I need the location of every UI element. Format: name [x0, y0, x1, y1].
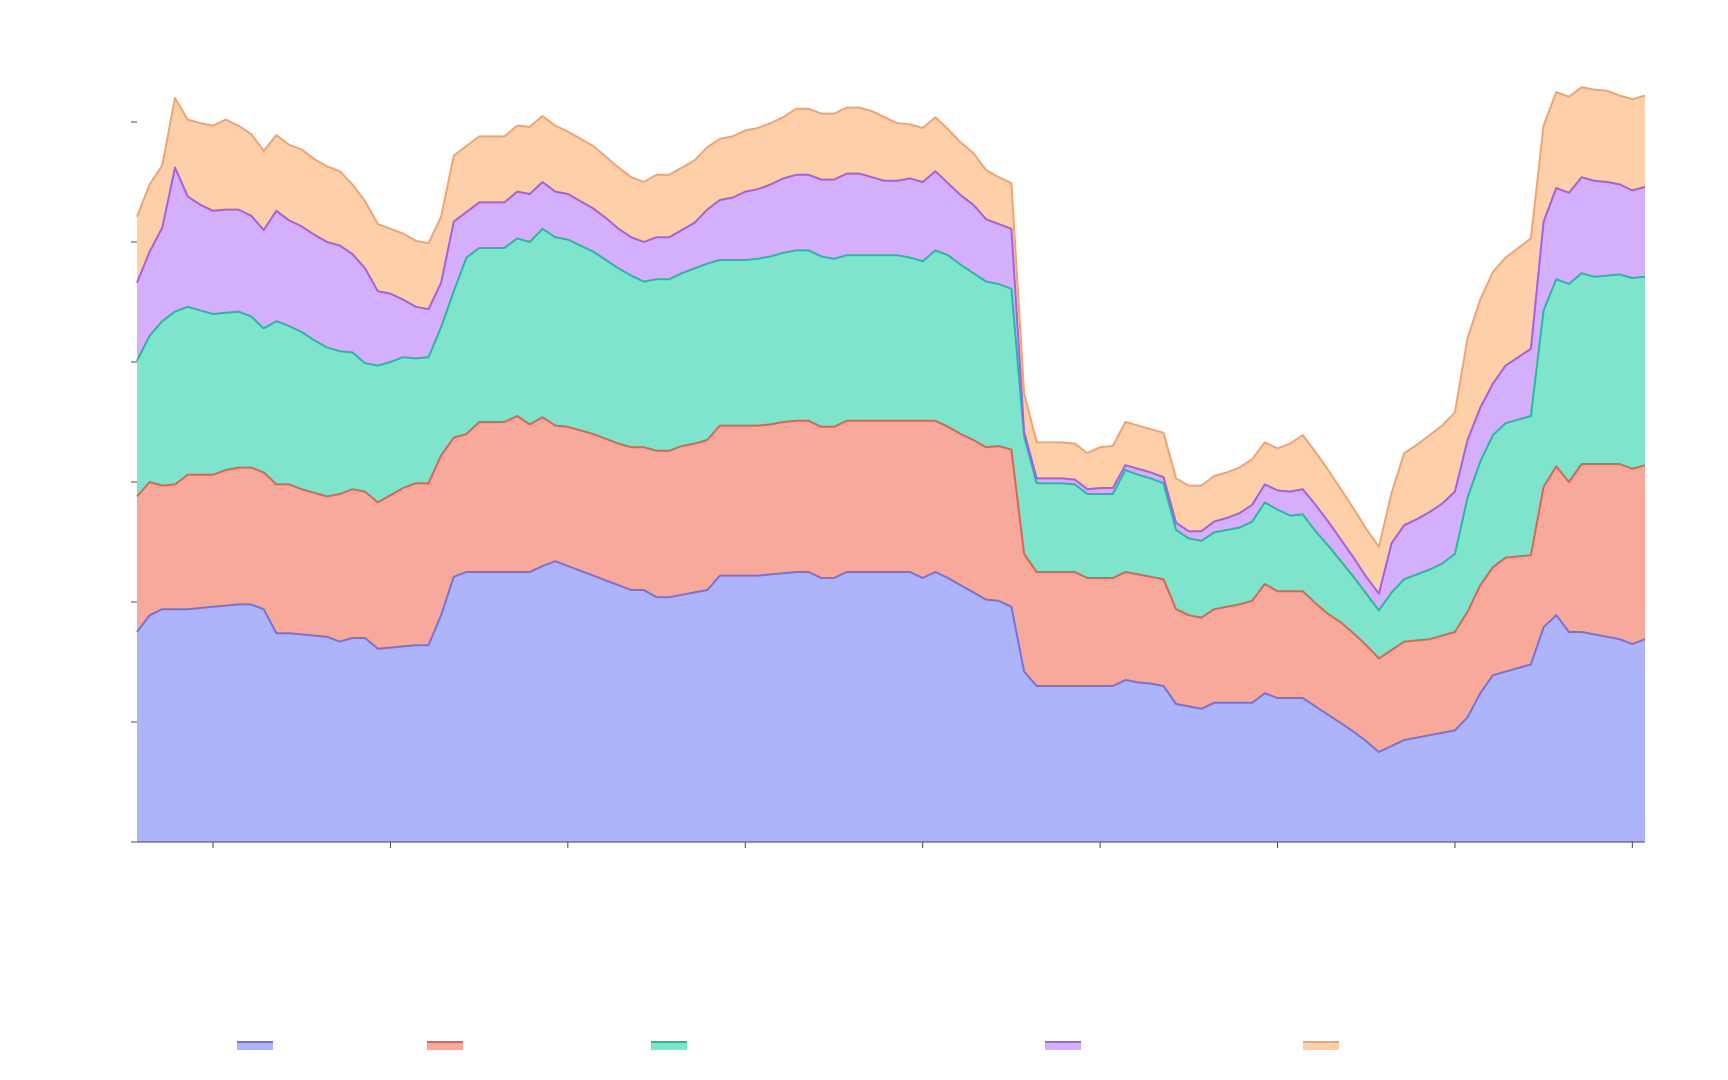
series-area-4	[137, 167, 1645, 611]
series-line-2	[136, 415, 1646, 660]
legend-swatch-5	[1303, 1042, 1339, 1050]
series-line-5	[136, 86, 1646, 548]
legend-swatch-1	[237, 1042, 273, 1050]
series-area-1	[137, 561, 1645, 842]
legend-swatch-4	[1045, 1042, 1081, 1050]
legend-swatch-2	[427, 1042, 463, 1050]
legend-item-3	[651, 1041, 687, 1050]
legend	[237, 1041, 1339, 1050]
legend-item-4	[1045, 1041, 1081, 1050]
legend-item-1	[237, 1041, 273, 1050]
lines-layer	[136, 86, 1646, 753]
legend-item-5	[1303, 1041, 1339, 1050]
legend-swatch-3	[651, 1042, 687, 1050]
x-ticks	[212, 842, 1633, 848]
series-line-1	[136, 560, 1646, 753]
areas-layer	[137, 87, 1645, 842]
series-area-3	[137, 228, 1645, 659]
series-area-2	[137, 416, 1645, 752]
series-line-4	[136, 166, 1646, 595]
y-ticks	[131, 121, 137, 843]
series-line-3	[136, 227, 1646, 612]
legend-item-2	[427, 1041, 463, 1050]
series-area-5	[137, 87, 1645, 594]
